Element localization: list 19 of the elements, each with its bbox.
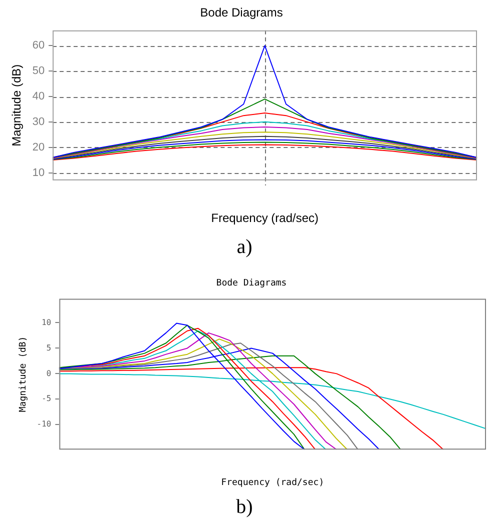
- y-tick-label: 60: [32, 40, 45, 52]
- y-tick-label: 5: [46, 343, 52, 352]
- y-tick-label: 50: [32, 65, 45, 78]
- y-tick-label: 20: [32, 141, 45, 154]
- y-tick-label: 40: [32, 90, 45, 103]
- text: a): [236, 235, 254, 260]
- text: b): [235, 495, 254, 518]
- y-tick-label: 10: [32, 166, 45, 179]
- chart-title: Bode Diagrams: [200, 6, 283, 20]
- x-axis-title: Frequency (rad/sec): [221, 478, 324, 488]
- y-tick-label: -10: [36, 420, 52, 429]
- y-tick-label: -5: [42, 394, 52, 404]
- y-axis-title: Magnitude (dB): [18, 336, 29, 412]
- x-axis-title: Frequency (rad/sec): [211, 211, 319, 226]
- y-tick-label: 30: [32, 116, 45, 128]
- chart-title: Bode Diagrams: [216, 278, 287, 289]
- y-tick-label: 0: [46, 368, 52, 378]
- y-tick-label: 10: [42, 318, 52, 327]
- y-axis-title: Magnitude (dB): [10, 64, 24, 146]
